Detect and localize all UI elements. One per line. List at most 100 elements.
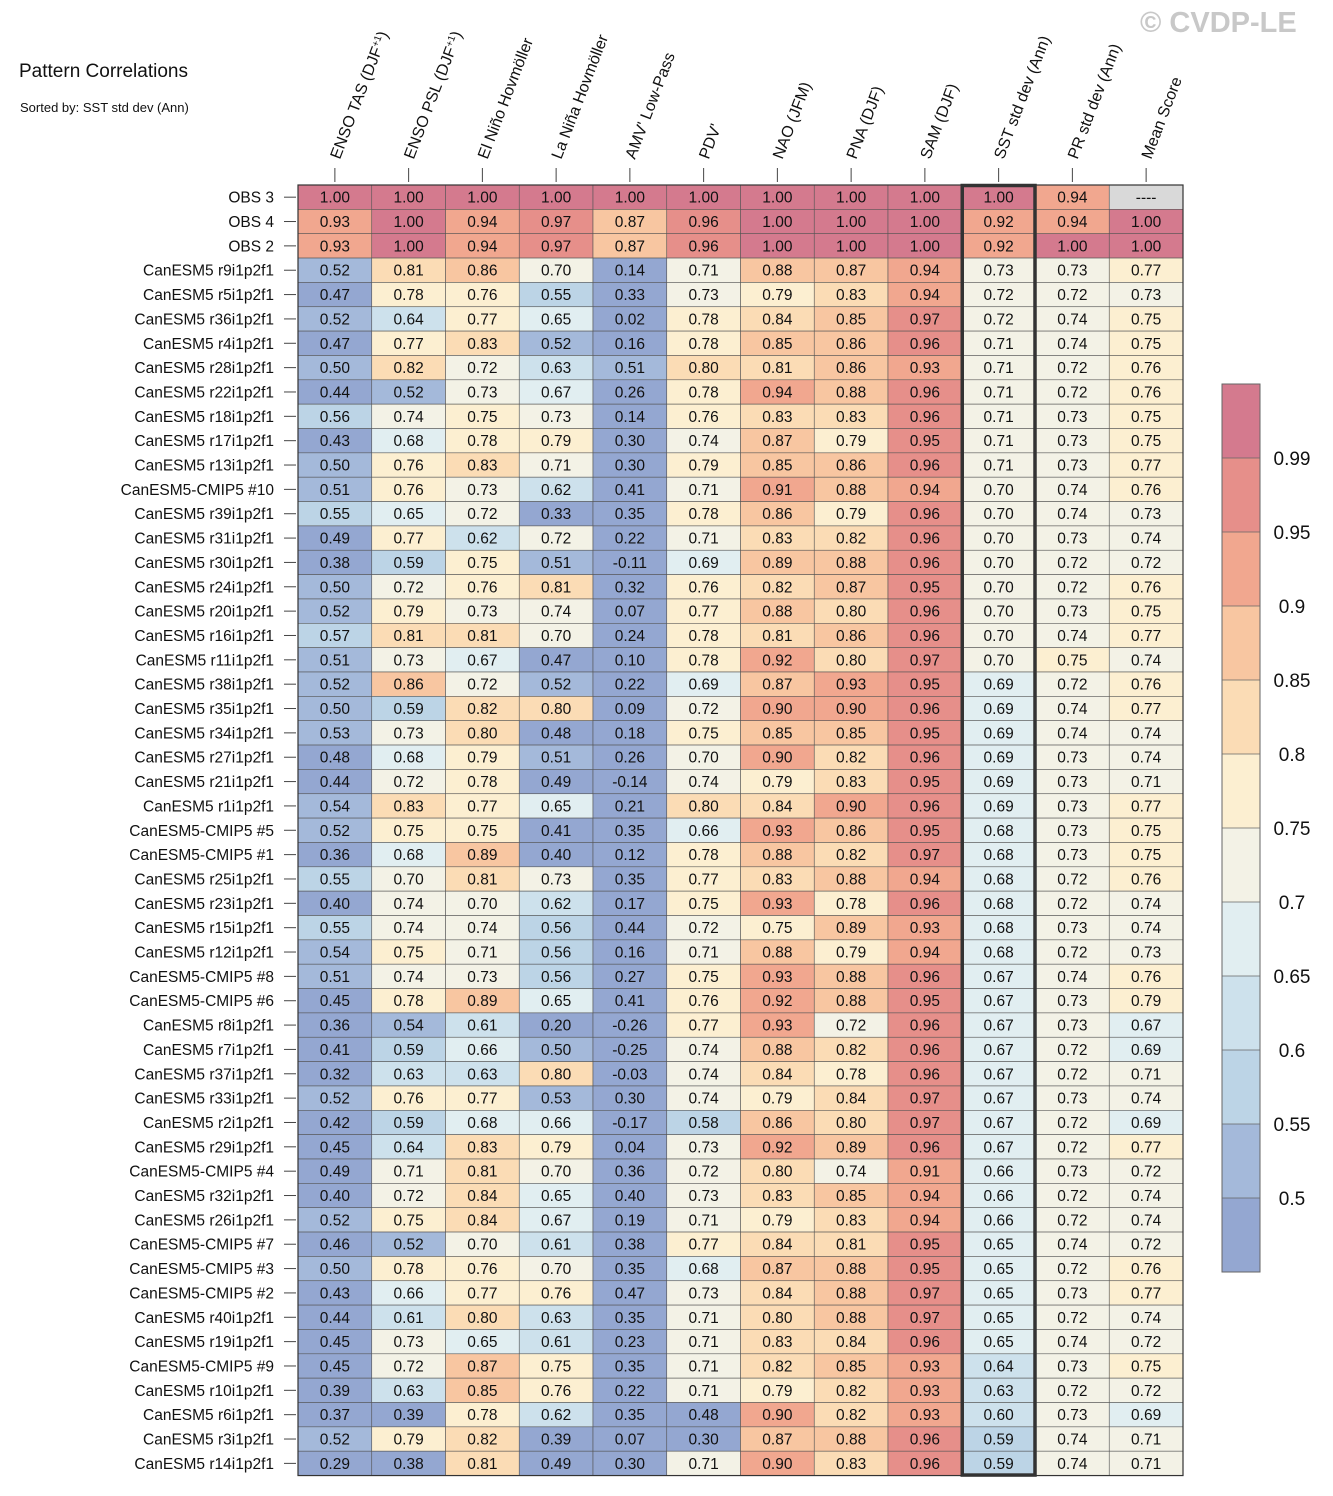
heatmap-cell: [371, 355, 446, 381]
cell-value: 0.73: [689, 1139, 719, 1156]
cell-value: 0.77: [1131, 798, 1161, 815]
cell-value: 0.83: [762, 1188, 792, 1205]
cell-value: 0.48: [689, 1407, 719, 1424]
cell-value: 0.65: [394, 506, 424, 523]
cell-value: 0.66: [467, 1042, 497, 1059]
cell-value: 0.52: [541, 336, 571, 353]
heatmap-cell: [297, 1256, 373, 1282]
cell-value: 0.72: [1131, 1334, 1161, 1351]
cell-value: 0.72: [394, 579, 424, 596]
heatmap-cell: [740, 209, 815, 235]
cell-value: 0.54: [394, 1018, 425, 1035]
cell-value: 0.30: [615, 1091, 646, 1108]
cell-value: 0.70: [984, 652, 1015, 669]
cell-value: 0.70: [984, 531, 1015, 548]
heatmap-cell: [518, 769, 594, 795]
cell-value: 0.75: [394, 823, 424, 840]
cell-value: 0.96: [910, 1066, 940, 1083]
cell-value: 0.68: [984, 945, 1014, 962]
row-label: CanESM5 r16i1p2f1: [134, 628, 274, 645]
heatmap-cell: [1108, 1158, 1184, 1184]
heatmap-cell: [1035, 720, 1110, 746]
heatmap-cell: [592, 1158, 668, 1184]
cell-value: 0.38: [615, 1237, 645, 1254]
cell-value: 0.69: [1131, 1115, 1161, 1132]
cell-value: 0.49: [320, 1164, 350, 1181]
cell-value: 0.76: [1131, 360, 1161, 377]
heatmap-cell: [961, 720, 1036, 746]
heatmap-cell: [592, 257, 668, 283]
heatmap-cell: [371, 671, 446, 697]
cell-value: 0.88: [836, 969, 866, 986]
cell-value: 0.71: [1131, 1432, 1161, 1449]
heatmap-cell: [518, 842, 594, 868]
cell-value: 0.88: [762, 1042, 792, 1059]
heatmap-cell: [1108, 501, 1184, 527]
cell-value: 0.84: [836, 1334, 867, 1351]
cell-value: 0.96: [910, 384, 940, 401]
cell-value: 0.67: [984, 993, 1014, 1010]
cell-value: 0.44: [320, 384, 351, 401]
column-header: NAO (JFM): [770, 80, 815, 162]
cell-value: 0.69: [1131, 1042, 1161, 1059]
cell-value: 0.82: [836, 1042, 866, 1059]
cell-value: 1.00: [984, 190, 1015, 207]
cell-value: 0.30: [615, 1456, 646, 1473]
cell-value: 0.71: [689, 482, 719, 499]
heatmap-cell: [887, 1207, 963, 1233]
cell-value: 0.86: [836, 360, 866, 377]
cell-value: 0.96: [910, 1456, 940, 1473]
heatmap-cell: [445, 1377, 520, 1403]
heatmap-cell: [518, 963, 594, 989]
heatmap-cell: [1108, 184, 1184, 210]
cell-value: 0.72: [1057, 1188, 1087, 1205]
cell-value: 0.64: [394, 1139, 425, 1156]
cell-value: 0.39: [394, 1407, 424, 1424]
cell-value: 0.73: [1057, 774, 1087, 791]
heatmap-cell: [666, 574, 741, 600]
heatmap-cell: [371, 988, 446, 1014]
cell-value: 0.36: [320, 847, 350, 864]
heatmap-cell: [961, 1256, 1036, 1282]
heatmap-cell: [371, 769, 446, 795]
heatmap-cell: [887, 1085, 963, 1111]
heatmap-cell: [813, 209, 889, 235]
cell-value: 0.65: [984, 1285, 1014, 1302]
heatmap-cell: [445, 647, 520, 673]
heatmap-cell: [1035, 330, 1110, 356]
cell-value: 0.82: [467, 1432, 497, 1449]
cell-value: 0.73: [1131, 287, 1161, 304]
cell-value: 0.73: [1057, 1358, 1087, 1375]
heatmap-cell: [813, 622, 889, 648]
cell-value: 0.96: [910, 1042, 940, 1059]
cell-value: 0.65: [541, 993, 571, 1010]
heatmap-cell: [740, 720, 815, 746]
heatmap-cell: [371, 403, 446, 429]
heatmap-cell: [1108, 330, 1184, 356]
cell-value: 0.77: [394, 531, 424, 548]
cell-value: 0.81: [762, 628, 792, 645]
cell-value: 0.89: [836, 1139, 866, 1156]
cell-value: 0.09: [615, 701, 645, 718]
cell-value: 0.76: [1131, 1261, 1161, 1278]
cell-value: 0.72: [394, 774, 424, 791]
cell-value: 0.74: [1057, 725, 1088, 742]
cell-value: 0.97: [910, 1115, 940, 1132]
cell-value: 0.70: [689, 750, 720, 767]
cell-value: 0.86: [762, 506, 792, 523]
row-label: CanESM5 r36i1p2f1: [134, 311, 274, 328]
heatmap-cell: [1108, 452, 1184, 478]
heatmap-cell: [813, 1183, 889, 1208]
heatmap-cell: [592, 209, 668, 235]
heatmap-cell: [1108, 1329, 1184, 1355]
cell-value: 0.24: [615, 628, 646, 645]
cell-value: 0.72: [836, 1018, 866, 1035]
heatmap-cell: [1108, 1085, 1184, 1111]
heatmap-cell: [445, 890, 520, 916]
cell-value: 0.76: [1131, 384, 1161, 401]
heatmap-cell: [961, 769, 1036, 795]
cell-value: 0.89: [467, 847, 497, 864]
cell-value: 0.75: [541, 1358, 571, 1375]
cell-value: 0.95: [910, 993, 940, 1010]
heatmap-cell: [813, 744, 889, 770]
